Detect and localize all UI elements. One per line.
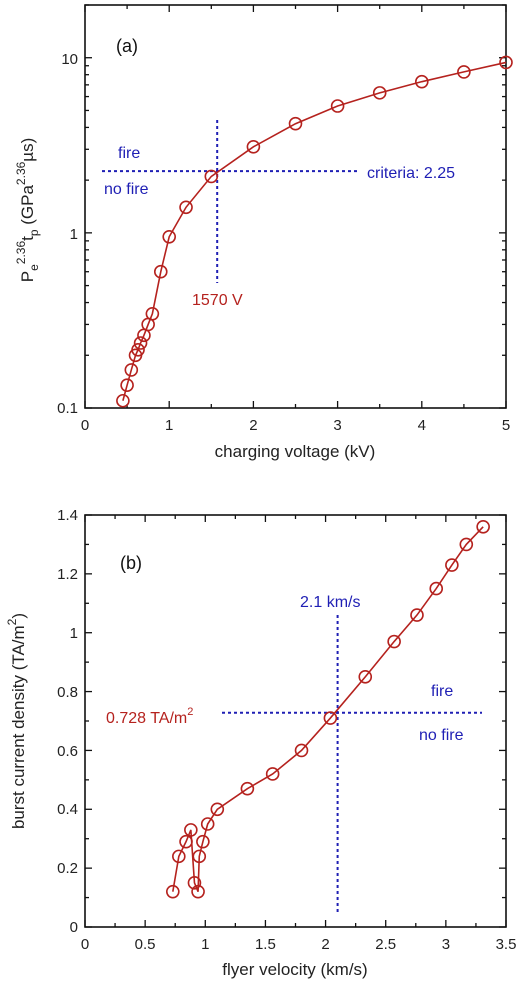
- data-point: [191, 884, 205, 899]
- y-tick-label: 0.6: [57, 743, 78, 760]
- panel-label-b: (b): [120, 553, 142, 573]
- data-point: [124, 363, 139, 377]
- panel-label-a: (a): [116, 36, 138, 56]
- data-point: [330, 99, 345, 113]
- x-tick-labels-a: 0 1 2 3 4 5: [81, 417, 510, 434]
- data-point: [196, 834, 210, 849]
- data-point: [184, 823, 198, 837]
- y-tick-label: 1.2: [57, 566, 78, 583]
- x-tick-label: 2: [321, 936, 329, 953]
- chart-b: 0 0.5 1 1.5 2 2.5 3 3.5 0 0.2 0.4 0.6 0.…: [5, 507, 516, 979]
- data-point: [192, 849, 207, 864]
- data-point: [410, 608, 424, 622]
- x-tick-labels-b: 0 0.5 1 1.5 2 2.5 3 3.5: [81, 936, 517, 953]
- y-tick-label: 1: [70, 226, 78, 243]
- chart-a: 0 1 2 3 4 5 0.1 1 10 charging voltage (k…: [14, 4, 513, 461]
- data-point: [120, 378, 134, 392]
- data-point: [294, 743, 309, 758]
- fire-label-b: fire: [431, 683, 453, 700]
- data-point: [210, 802, 225, 817]
- data-point: [499, 55, 513, 70]
- velocity-label-b: 2.1 km/s: [300, 594, 360, 611]
- data-point: [476, 519, 490, 534]
- data-point: [153, 264, 168, 279]
- data-point: [204, 169, 219, 184]
- y-tick-label: 0.2: [57, 860, 78, 877]
- series-points-b: [166, 519, 490, 899]
- x-tick-label: 3.5: [496, 936, 517, 953]
- data-point: [179, 834, 193, 849]
- density-label-b: 0.728 TA/m2: [106, 706, 193, 727]
- data-point: [131, 342, 145, 357]
- series-line-b: [172, 526, 484, 892]
- data-point: [162, 229, 176, 244]
- data-point: [457, 65, 471, 79]
- x-tick-label: 4: [418, 417, 426, 434]
- data-point: [166, 884, 180, 899]
- series-line-a: [122, 61, 507, 401]
- x-tick-label: 1: [201, 936, 209, 953]
- x-tick-label: 1: [165, 417, 173, 434]
- data-point: [240, 781, 255, 796]
- data-point: [459, 537, 474, 552]
- y-tick-label: 10: [61, 51, 78, 68]
- data-point: [179, 200, 193, 215]
- no-fire-label-b: no fire: [419, 727, 464, 744]
- y-axis-title-b: burst current density (TA/m2): [5, 613, 28, 829]
- x-tick-label: 2: [249, 417, 257, 434]
- data-point: [187, 876, 202, 890]
- x-axis-title-a: charging voltage (kV): [215, 442, 376, 461]
- threshold-voltage-label-a: 1570 V: [192, 292, 243, 309]
- y-tick-label: 1.4: [57, 507, 78, 524]
- x-tick-label: 1.5: [255, 936, 276, 953]
- plot-frame-a: [84, 4, 507, 409]
- x-tick-label: 3: [333, 417, 341, 434]
- fire-label-a: fire: [118, 145, 140, 162]
- x-tick-label: 5: [502, 417, 510, 434]
- data-point: [429, 581, 444, 596]
- x-tick-label: 0: [81, 936, 89, 953]
- data-point: [246, 140, 261, 154]
- ticks-b: [84, 514, 507, 928]
- data-point: [172, 849, 186, 864]
- y-tick-label: 0.1: [57, 400, 78, 417]
- y-tick-label: 0.8: [57, 684, 78, 701]
- y-tick-labels-b: 0 0.2 0.4 0.6 0.8 1 1.2 1.4: [57, 507, 78, 936]
- x-tick-label: 0.5: [135, 936, 156, 953]
- x-tick-label: 3: [442, 936, 450, 953]
- y-tick-label: 0: [70, 919, 78, 936]
- data-point: [145, 307, 160, 321]
- data-point: [116, 393, 130, 408]
- data-point: [358, 670, 373, 684]
- data-point: [323, 711, 338, 725]
- x-tick-label: 0: [81, 417, 89, 434]
- criteria-label-a: criteria: 2.25: [367, 165, 455, 182]
- no-fire-label-a: no fire: [104, 181, 149, 198]
- data-point: [133, 336, 148, 350]
- y-tick-label: 0.4: [57, 801, 78, 818]
- data-point: [372, 86, 387, 100]
- y-axis-title-a: Pe2.36tp (GPa2.36µs): [14, 138, 41, 283]
- data-point: [288, 116, 303, 131]
- y-tick-labels-a: 0.1 1 10: [57, 51, 78, 417]
- data-point: [265, 767, 280, 781]
- data-point: [387, 634, 401, 649]
- x-axis-title-b: flyer velocity (km/s): [222, 960, 367, 979]
- series-points-a: [116, 55, 513, 408]
- data-point: [414, 74, 429, 89]
- data-point: [200, 817, 215, 831]
- data-point: [445, 558, 459, 572]
- ticks-a: [84, 4, 507, 409]
- x-tick-label: 2.5: [375, 936, 396, 953]
- y-tick-label: 1: [70, 625, 78, 642]
